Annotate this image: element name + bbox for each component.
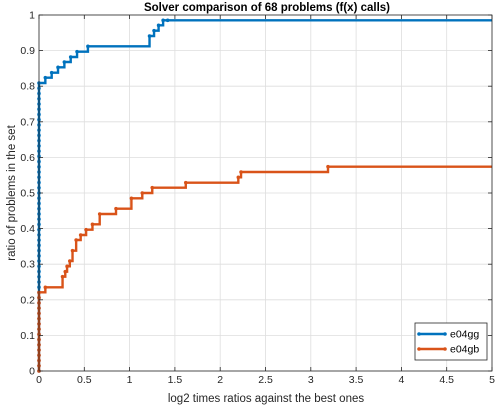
- x-tick-label: 1.5: [168, 374, 183, 386]
- series-point-e04gb: [150, 185, 155, 190]
- legend-label-e04gb: e04gb: [450, 344, 479, 356]
- series-point-e04gb: [97, 212, 102, 216]
- series-point-e04gg: [68, 55, 73, 59]
- y-tick-label: 0.9: [20, 45, 35, 57]
- axis-ticks: 0 0.5 1 1.5 2 2.5 3 3.5 4 4.5 5 0 0.1 0.2 0.3 0.4 0.5 0.6…: [20, 10, 495, 387]
- chart-title: Solver comparison of 68 problems (f(x) c…: [144, 2, 390, 14]
- series-point-e04gb: [63, 269, 68, 274]
- series-point-e04gg: [147, 34, 152, 38]
- y-tick-label: 0.1: [20, 330, 35, 342]
- series-point-e04gb: [60, 274, 65, 279]
- y-tick-label: 0.4: [20, 223, 35, 235]
- series-layer: [37, 18, 492, 373]
- y-axis-label: ratio of problems in the set: [6, 124, 18, 260]
- legend-marker-e04gg: [417, 332, 421, 336]
- series-point-e04gg: [165, 18, 170, 23]
- series-point-e04gb: [68, 259, 72, 263]
- series-point-e04gb: [65, 264, 69, 269]
- x-tick-label: 0.5: [77, 374, 92, 386]
- y-tick-label: 0.2: [20, 294, 35, 306]
- series-point-e04gb: [183, 180, 188, 185]
- series-point-e04gb: [43, 285, 48, 290]
- x-tick-label: 1: [127, 374, 133, 386]
- y-tick-label: 1: [29, 10, 35, 22]
- series-point-e04gg: [75, 49, 79, 54]
- series-point-e04gb: [236, 175, 241, 180]
- legend-label-e04gg: e04gg: [450, 329, 479, 341]
- x-axis-label: log2 times ratios against the best ones: [168, 393, 365, 405]
- series-point-e04gb: [114, 206, 118, 211]
- series-point-e04gg: [161, 18, 165, 23]
- y-tick-label: 0: [29, 366, 35, 378]
- x-tick-label: 2.5: [258, 374, 273, 386]
- series-point-e04gg: [49, 70, 54, 75]
- x-tick-label: 3.5: [349, 374, 364, 386]
- legend-marker-e04gb: [443, 347, 447, 351]
- series-point-e04gg: [152, 28, 156, 33]
- legend-marker-e04gg: [443, 332, 447, 336]
- x-tick-label: 2: [217, 374, 223, 386]
- series-point-e04gg: [43, 75, 48, 80]
- x-tick-label: 3: [308, 374, 314, 386]
- x-tick-label: 4.5: [439, 374, 454, 386]
- series-point-e04gg: [156, 23, 161, 28]
- series-point-e04gg: [62, 60, 67, 64]
- series-point-e04gb: [140, 191, 145, 195]
- series-point-e04gg: [86, 44, 90, 49]
- y-tick-label: 0.3: [20, 259, 35, 271]
- series-point-e04gb: [239, 170, 243, 174]
- series-point-e04gb: [90, 222, 95, 227]
- x-tick-label: 0: [36, 374, 42, 386]
- y-tick-label: 0.8: [20, 81, 35, 93]
- series-e04gb: [37, 164, 492, 373]
- series-point-e04gb: [84, 227, 88, 232]
- series-point-e04gb: [74, 238, 78, 242]
- series-point-e04gb: [78, 233, 83, 237]
- y-tick-label: 0.5: [20, 188, 35, 200]
- series-point-e04gb: [70, 248, 75, 253]
- legend: e04gg e04gb: [414, 322, 488, 361]
- x-tick-label: 4: [398, 374, 404, 386]
- series-point-e04gg: [56, 65, 60, 70]
- series-point-e04gb: [326, 164, 330, 169]
- x-tick-label: 5: [489, 374, 495, 386]
- legend-box: [414, 322, 488, 361]
- y-tick-label: 0.7: [20, 116, 35, 128]
- series-point-e04gb: [129, 196, 134, 201]
- y-tick-label: 0.6: [20, 152, 35, 164]
- legend-marker-e04gb: [417, 347, 421, 351]
